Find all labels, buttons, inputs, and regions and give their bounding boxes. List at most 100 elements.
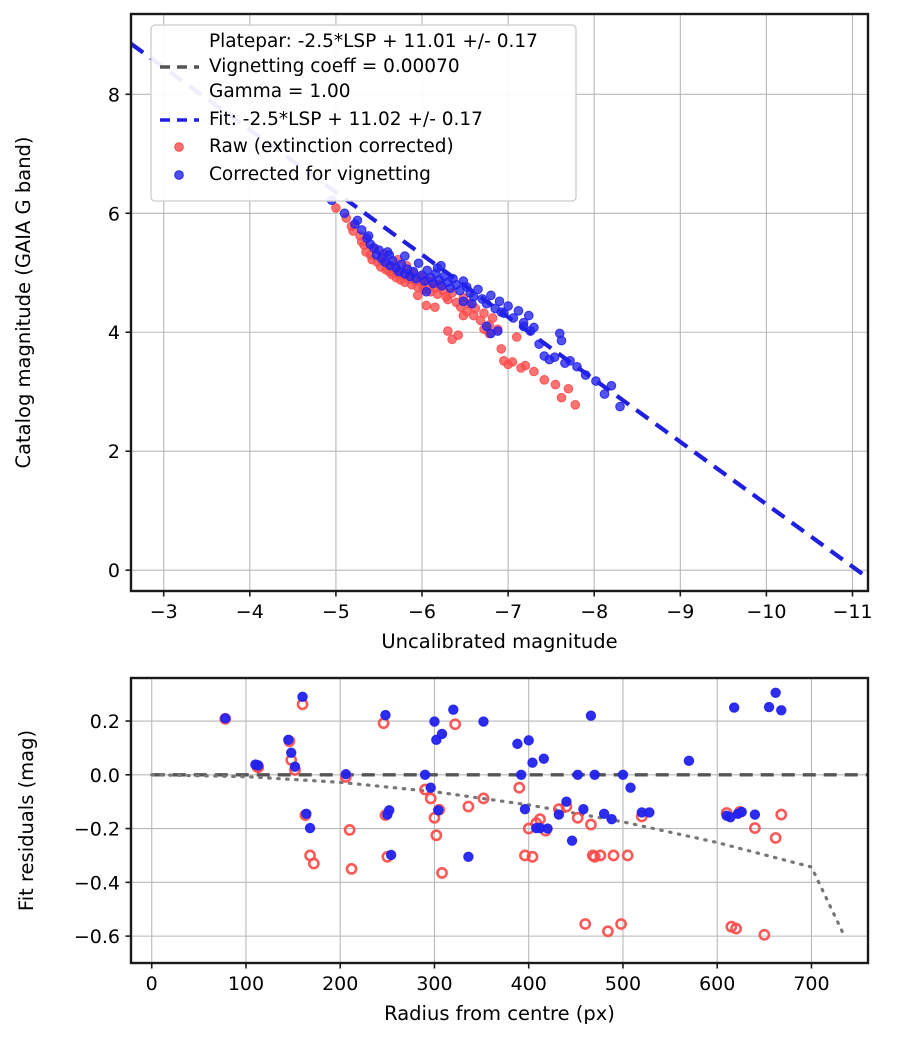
data-point — [606, 380, 617, 391]
residual-series-corrected — [220, 687, 787, 862]
data-point — [570, 400, 581, 410]
residual-point — [523, 735, 534, 746]
residual-point — [429, 716, 440, 727]
data-point — [523, 310, 534, 321]
residual-point — [283, 734, 294, 746]
data-point — [556, 392, 567, 403]
residual-point — [553, 809, 565, 820]
legend-entry: Corrected for vignetting — [174, 164, 431, 185]
residual-point — [601, 925, 614, 938]
residual-point — [343, 824, 356, 836]
residual-point — [758, 928, 771, 941]
residual-point — [385, 849, 397, 861]
data-point — [513, 306, 524, 316]
residual-point — [566, 835, 578, 846]
residual-point — [572, 769, 583, 780]
xtick-label: 500 — [605, 973, 641, 995]
bottom-scatter-group — [219, 687, 788, 941]
legend-entry: Vignetting coeff = 0.00070 — [160, 56, 460, 77]
xtick-label: 200 — [322, 973, 358, 995]
data-point — [556, 335, 567, 346]
data-point — [486, 290, 496, 301]
legend-entry: Gamma = 1.00 — [209, 81, 351, 102]
legend-label: Raw (extinction corrected) — [209, 136, 454, 157]
data-point — [352, 215, 363, 226]
data-point — [421, 286, 432, 297]
top-yaxis-label: Catalog magnitude (GAIA G band) — [12, 136, 35, 468]
xtick-label: −5 — [322, 601, 350, 623]
xtick-label: 0 — [146, 973, 158, 995]
data-point — [479, 308, 489, 319]
top-plot-ticks: −3 −4 −5 −6 −7 −8 −9 −10 −11 0 2 4 6 8 — [108, 84, 873, 623]
data-point — [494, 296, 505, 307]
residual-point — [730, 922, 742, 935]
bottom-plot-background — [131, 678, 868, 963]
xtick-label: 300 — [416, 973, 452, 995]
data-point — [496, 307, 507, 317]
data-point — [458, 296, 469, 307]
data-point — [563, 383, 574, 394]
residual-point — [424, 792, 437, 805]
data-point — [550, 379, 561, 390]
xtick-label: −4 — [236, 601, 264, 623]
residual-point — [419, 769, 431, 780]
residual-point — [384, 805, 395, 816]
residual-point — [519, 804, 531, 815]
residual-point — [617, 769, 629, 780]
legend-marker-dot-red — [174, 142, 184, 152]
residual-point — [598, 808, 610, 819]
data-point — [503, 301, 513, 311]
data-point — [534, 339, 544, 349]
residual-point — [749, 809, 761, 820]
data-point — [518, 321, 529, 332]
legend-label: Platepar: -2.5*LSP + 11.01 +/- 0.17 — [209, 31, 538, 52]
residual-point — [512, 738, 523, 750]
data-point — [525, 326, 536, 336]
residual-point — [534, 813, 546, 826]
residual-point — [220, 713, 231, 724]
bottom-plot-ticks: 0 100 200 300 400 500 600 700 0.2 0.0 −0.2 −0.4 −0.6 — [74, 711, 830, 995]
legend-marker-dot-blue — [174, 170, 184, 180]
xtick-label: −6 — [408, 601, 436, 623]
data-point — [539, 375, 550, 385]
data-point — [339, 208, 350, 219]
residual-point — [430, 829, 443, 842]
ytick-label: 2 — [108, 441, 120, 463]
data-point — [413, 258, 424, 269]
data-point — [496, 344, 507, 354]
legend-label: Vignetting coeff = 0.00070 — [209, 56, 460, 77]
residual-point — [736, 806, 747, 818]
xtick-label: 700 — [793, 973, 829, 995]
residual-point — [448, 704, 459, 715]
residual-point — [436, 728, 448, 740]
residual-point — [380, 709, 391, 721]
xtick-label: −9 — [666, 601, 694, 623]
data-point — [443, 294, 453, 305]
data-point — [507, 357, 518, 367]
residual-point — [776, 705, 787, 716]
residual-point — [538, 753, 549, 764]
data-point — [421, 300, 432, 311]
scatter-series-corrected — [326, 195, 625, 412]
ytick-label: 0.2 — [90, 711, 120, 733]
residual-point — [515, 769, 527, 780]
xtick-label: −3 — [150, 601, 178, 623]
residual-point — [527, 757, 538, 768]
data-point — [580, 370, 591, 380]
xtick-label: −10 — [746, 601, 786, 623]
data-point — [453, 330, 463, 341]
residual-point — [644, 807, 655, 818]
data-point — [412, 290, 423, 301]
residual-point — [625, 782, 636, 793]
data-point — [430, 302, 440, 313]
residual-point — [449, 718, 462, 731]
residual-point — [763, 701, 775, 713]
data-point — [374, 245, 384, 255]
residual-point — [578, 804, 589, 815]
residual-point — [594, 849, 607, 862]
ytick-label: 0 — [108, 560, 120, 582]
ytick-label: 0.0 — [90, 765, 120, 787]
data-point — [529, 366, 539, 377]
residual-point — [542, 823, 553, 834]
residual-point — [304, 822, 316, 834]
